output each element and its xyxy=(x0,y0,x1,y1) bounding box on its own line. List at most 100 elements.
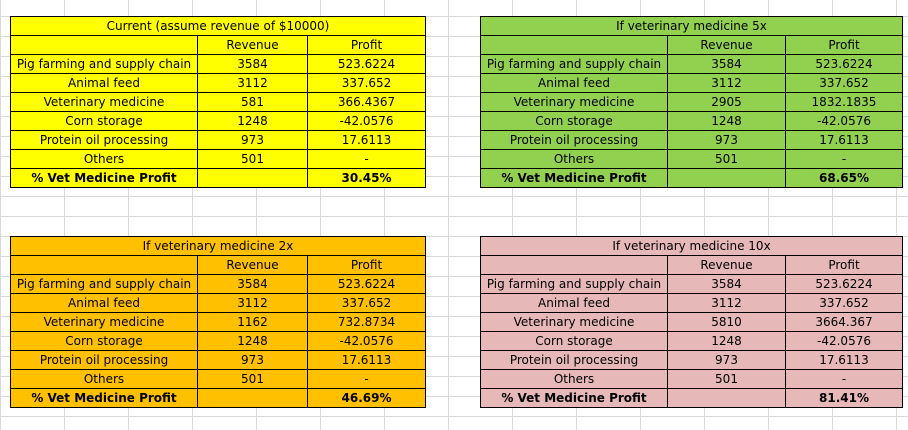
summary-value[interactable]: 81.41% xyxy=(785,388,903,408)
row-label[interactable]: Corn storage xyxy=(10,111,198,131)
row-label[interactable]: Others xyxy=(10,149,198,169)
row-revenue[interactable]: 501 xyxy=(197,149,308,169)
row-profit[interactable]: 17.6113 xyxy=(307,130,426,150)
row-profit[interactable]: -42.0576 xyxy=(785,111,903,131)
summary-label[interactable]: % Vet Medicine Profit xyxy=(480,168,668,188)
row-revenue[interactable]: 3112 xyxy=(667,73,786,93)
row-profit[interactable]: 17.6113 xyxy=(785,350,903,370)
row-revenue[interactable]: 973 xyxy=(667,130,786,150)
row-label[interactable]: Veterinary medicine xyxy=(10,312,198,332)
header-revenue[interactable]: Revenue xyxy=(667,255,786,275)
summary-blank-cell[interactable] xyxy=(667,388,786,408)
summary-blank-cell[interactable] xyxy=(667,168,786,188)
row-revenue[interactable]: 3112 xyxy=(667,293,786,313)
row-revenue[interactable]: 5810 xyxy=(667,312,786,332)
row-label[interactable]: Veterinary medicine xyxy=(480,312,668,332)
header-blank-cell[interactable] xyxy=(480,255,668,275)
table-title[interactable]: Current (assume revenue of $10000) xyxy=(10,16,426,36)
row-profit[interactable]: 366.4367 xyxy=(307,92,426,112)
header-revenue[interactable]: Revenue xyxy=(197,255,308,275)
row-revenue[interactable]: 581 xyxy=(197,92,308,112)
row-revenue[interactable]: 1248 xyxy=(197,111,308,131)
row-label[interactable]: Protein oil processing xyxy=(10,130,198,150)
summary-label[interactable]: % Vet Medicine Profit xyxy=(10,388,198,408)
row-profit[interactable]: -42.0576 xyxy=(307,111,426,131)
row-label[interactable]: Corn storage xyxy=(480,111,668,131)
row-profit[interactable]: -42.0576 xyxy=(785,331,903,351)
row-profit[interactable]: 3664.367 xyxy=(785,312,903,332)
row-profit[interactable]: 732.8734 xyxy=(307,312,426,332)
row-label[interactable]: Protein oil processing xyxy=(480,130,668,150)
row-profit[interactable]: -42.0576 xyxy=(307,331,426,351)
summary-label[interactable]: % Vet Medicine Profit xyxy=(10,168,198,188)
row-revenue[interactable]: 3112 xyxy=(197,73,308,93)
row-label[interactable]: Pig farming and supply chain xyxy=(10,274,198,294)
row-label[interactable]: Pig farming and supply chain xyxy=(480,274,668,294)
row-revenue[interactable]: 973 xyxy=(197,350,308,370)
summary-blank-cell[interactable] xyxy=(197,168,308,188)
row-profit[interactable]: - xyxy=(785,369,903,389)
row-revenue[interactable]: 3584 xyxy=(197,274,308,294)
header-profit[interactable]: Profit xyxy=(785,35,903,55)
summary-value[interactable]: 30.45% xyxy=(307,168,426,188)
row-profit[interactable]: 17.6113 xyxy=(785,130,903,150)
row-label[interactable]: Pig farming and supply chain xyxy=(10,54,198,74)
row-label[interactable]: Protein oil processing xyxy=(480,350,668,370)
row-profit[interactable]: - xyxy=(785,149,903,169)
row-revenue[interactable]: 1248 xyxy=(197,331,308,351)
row-profit[interactable]: 523.6224 xyxy=(785,54,903,74)
row-label[interactable]: Animal feed xyxy=(10,73,198,93)
row-revenue[interactable]: 1162 xyxy=(197,312,308,332)
header-blank-cell[interactable] xyxy=(10,35,198,55)
table-title[interactable]: If veterinary medicine 10x xyxy=(480,236,903,256)
row-label[interactable]: Veterinary medicine xyxy=(480,92,668,112)
row-profit[interactable]: 523.6224 xyxy=(785,274,903,294)
row-label[interactable]: Animal feed xyxy=(10,293,198,313)
row-profit[interactable]: - xyxy=(307,369,426,389)
row-profit[interactable]: 17.6113 xyxy=(307,350,426,370)
header-profit[interactable]: Profit xyxy=(785,255,903,275)
row-profit[interactable]: 337.652 xyxy=(307,73,426,93)
header-blank-cell[interactable] xyxy=(480,35,668,55)
row-profit[interactable]: 337.652 xyxy=(307,293,426,313)
summary-blank-cell[interactable] xyxy=(197,388,308,408)
row-label[interactable]: Others xyxy=(480,149,668,169)
table-title[interactable]: If veterinary medicine 2x xyxy=(10,236,426,256)
row-profit[interactable]: 523.6224 xyxy=(307,54,426,74)
row-label[interactable]: Pig farming and supply chain xyxy=(480,54,668,74)
row-label[interactable]: Others xyxy=(480,369,668,389)
row-revenue[interactable]: 3584 xyxy=(197,54,308,74)
row-label[interactable]: Corn storage xyxy=(10,331,198,351)
row-label[interactable]: Veterinary medicine xyxy=(10,92,198,112)
row-profit[interactable]: 1832.1835 xyxy=(785,92,903,112)
row-revenue[interactable]: 501 xyxy=(667,149,786,169)
row-revenue[interactable]: 501 xyxy=(197,369,308,389)
row-profit[interactable]: 337.652 xyxy=(785,293,903,313)
header-revenue[interactable]: Revenue xyxy=(667,35,786,55)
row-revenue[interactable]: 3584 xyxy=(667,54,786,74)
row-label[interactable]: Others xyxy=(10,369,198,389)
row-profit[interactable]: 337.652 xyxy=(785,73,903,93)
row-revenue[interactable]: 501 xyxy=(667,369,786,389)
row-label[interactable]: Protein oil processing xyxy=(10,350,198,370)
row-profit[interactable]: 523.6224 xyxy=(307,274,426,294)
row-label[interactable]: Animal feed xyxy=(480,73,668,93)
header-profit[interactable]: Profit xyxy=(307,35,426,55)
row-label[interactable]: Animal feed xyxy=(480,293,668,313)
summary-value[interactable]: 68.65% xyxy=(785,168,903,188)
row-revenue[interactable]: 2905 xyxy=(667,92,786,112)
header-blank-cell[interactable] xyxy=(10,255,198,275)
row-revenue[interactable]: 973 xyxy=(667,350,786,370)
table-title[interactable]: If veterinary medicine 5x xyxy=(480,16,903,36)
header-profit[interactable]: Profit xyxy=(307,255,426,275)
row-label[interactable]: Corn storage xyxy=(480,331,668,351)
row-profit[interactable]: - xyxy=(307,149,426,169)
row-revenue[interactable]: 1248 xyxy=(667,331,786,351)
row-revenue[interactable]: 973 xyxy=(197,130,308,150)
header-revenue[interactable]: Revenue xyxy=(197,35,308,55)
summary-value[interactable]: 46.69% xyxy=(307,388,426,408)
summary-label[interactable]: % Vet Medicine Profit xyxy=(480,388,668,408)
row-revenue[interactable]: 1248 xyxy=(667,111,786,131)
row-revenue[interactable]: 3584 xyxy=(667,274,786,294)
row-revenue[interactable]: 3112 xyxy=(197,293,308,313)
